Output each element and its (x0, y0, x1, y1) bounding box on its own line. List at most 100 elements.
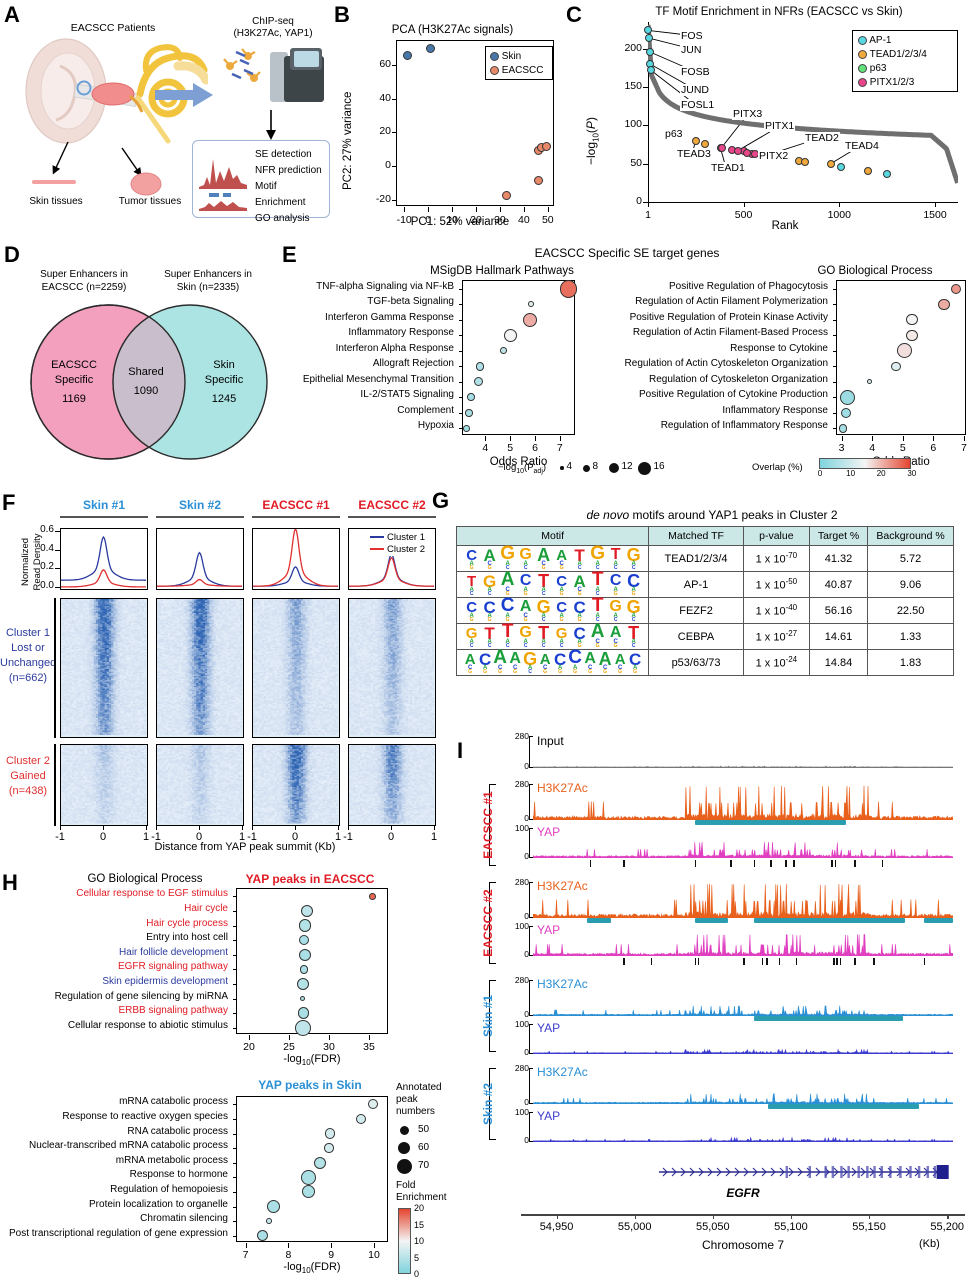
x-tick[interactable] (485, 436, 486, 441)
profile-plot-0[interactable] (60, 528, 148, 590)
category-label[interactable]: Hypoxia (276, 420, 454, 431)
x-tick[interactable] (249, 1035, 250, 1040)
logo-column[interactable]: GAC (535, 600, 553, 623)
logo-column[interactable]: CAG (517, 575, 535, 596)
data-point[interactable] (300, 965, 309, 974)
table-row[interactable]: T A C G A C A C G C A G T A C C A G A C G T A C C A G C A G AP-1 1 x 10… (457, 572, 954, 598)
logo-letter-alt[interactable]: C (625, 619, 643, 623)
row-bracket[interactable] (54, 598, 56, 738)
size-legend-label[interactable]: 16 (654, 461, 665, 472)
track-baseline[interactable] (533, 1141, 953, 1142)
logo-letter-main[interactable]: T (571, 549, 589, 562)
pvalue-cell[interactable]: 1 x 10-70 (743, 546, 809, 572)
motif-annotation-tead2[interactable]: TEAD2 (804, 132, 840, 144)
logo-letter-main[interactable]: A (535, 548, 553, 562)
gene-name-label[interactable]: EGFR (533, 1186, 953, 1200)
size-legend-label[interactable]: 12 (622, 461, 633, 472)
legend-line[interactable] (370, 536, 384, 538)
data-point[interactable] (528, 301, 534, 307)
category-tick[interactable] (233, 1207, 237, 1208)
category-label[interactable]: RNA catabolic process (0, 1126, 228, 1137)
category-tick[interactable] (459, 289, 463, 290)
matched-tf-cell[interactable]: AP-1 (649, 572, 744, 598)
x-tick[interactable] (524, 207, 525, 212)
logo-letter-alt[interactable]: C (535, 619, 553, 623)
logo-column[interactable]: ACG (589, 625, 607, 648)
category-label[interactable]: Regulation of hemopoiesis (0, 1184, 228, 1195)
category-tick[interactable] (233, 1013, 237, 1014)
logo-column[interactable]: GAC (625, 600, 643, 623)
yap-peak-tick[interactable] (796, 958, 798, 965)
logo-column[interactable]: GAC (481, 575, 499, 597)
x-tick-label[interactable]: 1 (630, 209, 666, 221)
logo-letter-alt[interactable]: C (607, 567, 625, 571)
logo-column[interactable]: TAC (481, 627, 499, 649)
logo-column[interactable]: ACG (553, 550, 571, 570)
matched-tf-cell[interactable]: TEAD1/2/3/4 (649, 546, 744, 572)
pvalue-cell[interactable]: 1 x 10-24 (743, 650, 809, 676)
logo-letter-main[interactable]: C (478, 653, 493, 666)
matched-tf-cell[interactable]: CEBPA (649, 624, 744, 650)
logo-column[interactable]: ACG (613, 654, 628, 674)
motif-point[interactable] (883, 170, 891, 178)
x-tick[interactable] (369, 1035, 370, 1040)
motif-logo-cell[interactable]: CAGACGGACGACACGACGTACGACTACGAC (457, 546, 649, 572)
logo-column[interactable]: GAC (625, 548, 643, 571)
data-point[interactable] (257, 1230, 268, 1241)
logo-letter-alt[interactable]: C (535, 593, 553, 597)
logo-letter-alt[interactable]: G (553, 671, 568, 675)
x-tick[interactable] (476, 207, 477, 212)
size-legend-dot[interactable] (560, 466, 564, 470)
logo-letter-main[interactable]: G (535, 600, 553, 614)
x-tick[interactable] (933, 436, 934, 441)
logo-column[interactable]: CAG (499, 599, 517, 622)
logo-letter-main[interactable]: T (499, 625, 517, 640)
logo-letter-main[interactable]: G (523, 652, 538, 666)
logo-letter-main[interactable]: A (493, 651, 508, 666)
pvalue-mantissa[interactable]: 1 x 10 (756, 632, 786, 644)
x-tick[interactable] (510, 436, 511, 441)
x-tick-label[interactable]: 20 (235, 1041, 263, 1053)
data-point[interactable] (897, 343, 912, 358)
motif-annotation-pitx2[interactable]: PITX2 (758, 150, 789, 162)
data-point[interactable] (325, 1128, 335, 1138)
legend-row[interactable]: Cluster 2 (370, 544, 425, 556)
logo-letter-main[interactable]: C (553, 653, 568, 666)
logo-column[interactable]: TAC (463, 576, 481, 596)
x-tick-label[interactable]: 5 (889, 442, 917, 454)
yap-peak-tick[interactable] (762, 958, 764, 965)
x-axis[interactable] (648, 202, 958, 203)
logo-column[interactable]: TAC (625, 626, 643, 649)
logo-column[interactable]: ACG (508, 653, 523, 674)
logo-column[interactable]: GAC (517, 549, 535, 570)
heatmap-col1-cluster2[interactable] (156, 744, 244, 826)
category-label[interactable]: Regulation of Actin Cytoskeleton Organiz… (586, 358, 828, 369)
profile-plot-2[interactable] (252, 528, 340, 590)
y-tick-label[interactable]: 150 (614, 80, 642, 92)
table-row[interactable]: C A G C A G C A G A C G G A C C A G C A G T A C G A C G A C FEZF2 1 x 1… (457, 598, 954, 624)
table-header-4[interactable]: Background % (868, 527, 954, 546)
pvalue-exponent[interactable]: -50 (786, 577, 798, 586)
group-label-2[interactable]: Skin #1 (481, 976, 495, 1056)
logo-letter-alt[interactable]: G (553, 567, 571, 571)
category-label[interactable]: TGF-beta Signaling (276, 296, 454, 307)
group-label-1[interactable]: EACSCC #2 (481, 883, 495, 963)
super-enhancer-bar[interactable] (924, 918, 953, 923)
x-tick-label[interactable]: 50 (534, 214, 562, 226)
color-legend-tick[interactable]: 15 (414, 1220, 424, 1230)
logo-column[interactable]: GAC (589, 547, 607, 570)
motif-logo-fezf2[interactable]: CAGCAGCAGACGGACCAGCAGTACGACGAC (457, 599, 648, 623)
data-point[interactable] (297, 978, 309, 990)
genome-axis-tick-label[interactable]: 55,200 (919, 1221, 968, 1233)
yap-peak-tick[interactable] (835, 860, 837, 867)
yap-peak-tick[interactable] (793, 860, 795, 867)
category-tick[interactable] (833, 289, 837, 290)
logo-letter-main[interactable]: C (499, 599, 517, 614)
yap-peak-tick[interactable] (854, 958, 856, 965)
color-legend-tick[interactable]: 30 (904, 469, 920, 478)
logo-column[interactable]: CAG (478, 653, 493, 675)
heatmap-xtick[interactable] (146, 826, 147, 830)
category-label[interactable]: Post transcriptional regulation of gene … (0, 1228, 228, 1239)
logo-letter-main[interactable]: A (481, 549, 499, 562)
category-label[interactable]: Inflammatory Response (586, 405, 828, 416)
